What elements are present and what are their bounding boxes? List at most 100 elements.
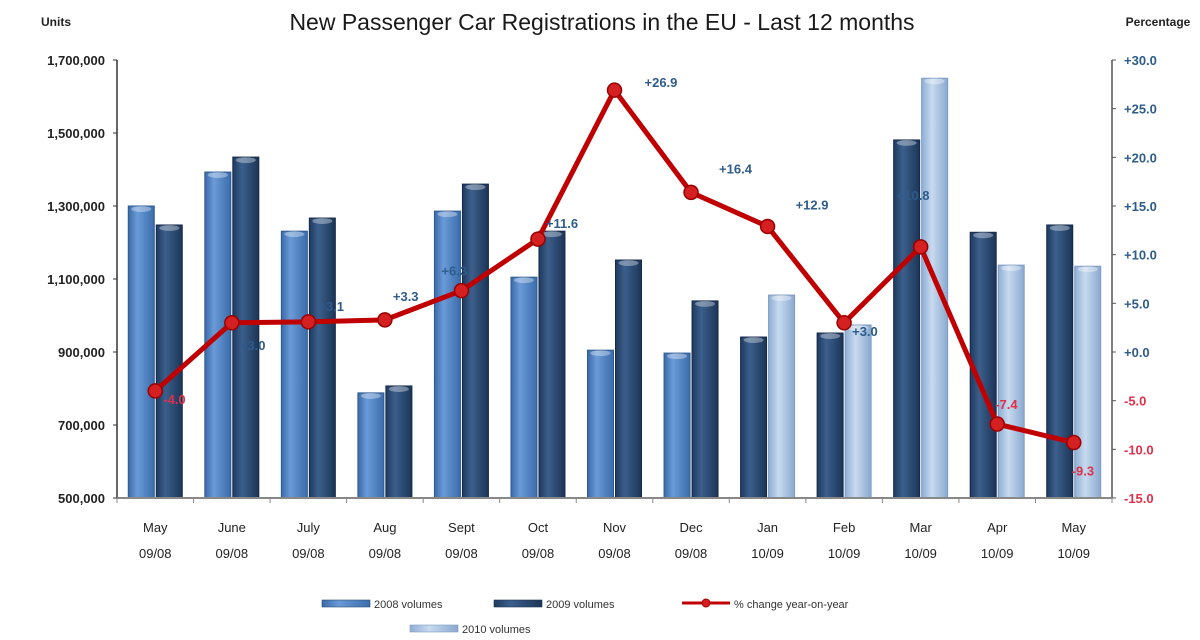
bar-2008-oct — [510, 276, 538, 499]
bar-2009-sept — [461, 183, 489, 499]
x-tick-month: Nov — [603, 520, 627, 535]
y-tick-label: 1,700,000 — [47, 53, 105, 68]
y-tick-label: 700,000 — [58, 418, 105, 433]
bar-2009-feb — [816, 332, 844, 499]
bar-2009-mar — [893, 139, 921, 499]
legend: 2008 volumes 2009 volumes % change year-… — [321, 598, 849, 636]
pct-change-point — [759, 218, 776, 235]
bar-cap — [465, 184, 486, 191]
bar-2009-dec — [691, 300, 719, 499]
bar-2009-may — [155, 224, 183, 499]
bar-cap — [695, 300, 716, 307]
bar-cap — [541, 231, 562, 238]
pct-change-label: +3.3 — [393, 289, 419, 304]
pct-change-line — [147, 82, 1082, 451]
x-tick-month: June — [218, 520, 246, 535]
x-tick-period: 09/08 — [216, 546, 249, 561]
bar-cap — [1001, 265, 1022, 272]
x-tick-period: 09/08 — [139, 546, 172, 561]
bar-cap — [388, 385, 409, 392]
y2-tick-label: +20.0 — [1124, 150, 1157, 165]
bar-cap — [618, 260, 639, 267]
pct-change-point — [530, 231, 546, 247]
y-tick-label: 1,500,000 — [47, 126, 105, 141]
bar-2008-aug — [357, 392, 385, 499]
x-tick-period: 10/09 — [1057, 546, 1090, 561]
x-tick-month: July — [297, 520, 321, 535]
x-tick-month: Feb — [833, 520, 855, 535]
bar-2008-may — [127, 205, 155, 499]
y2-tick-label: +0.0 — [1124, 345, 1150, 360]
y2-axis-title: Percentage — [1126, 15, 1191, 29]
x-tick-period: 09/08 — [522, 546, 555, 561]
bar-cap — [312, 218, 333, 225]
bar-cap — [743, 337, 764, 344]
bar-cap — [667, 353, 688, 360]
y2-tick-label: +30.0 — [1124, 53, 1157, 68]
data-labels: -4.0 +3.0 +3.1 +3.3 +6.3 +11.6 +26.9 +16.4 +12.9… — [163, 75, 1094, 478]
pct-change-label: -9.3 — [1072, 464, 1094, 479]
x-tick-period: 09/08 — [445, 546, 478, 561]
pct-change-point — [147, 383, 164, 399]
bar-2009-apr — [969, 231, 997, 499]
pct-change-point — [989, 416, 1005, 432]
y-axis-title: Units — [41, 15, 71, 29]
y2-tick-label: -15.0 — [1124, 491, 1154, 506]
bar-cap — [159, 224, 180, 231]
pct-change-point — [683, 184, 699, 201]
y2-tick-label: +10.0 — [1124, 248, 1157, 263]
y2-tick-label: +5.0 — [1124, 296, 1150, 311]
bar-2009-nov — [615, 259, 642, 499]
pct-change-label: +11.6 — [546, 216, 578, 231]
legend-swatch-2009 — [493, 599, 543, 608]
pct-change-point — [836, 315, 852, 331]
bar-cap — [896, 139, 917, 146]
x-tick-period: 10/09 — [828, 546, 861, 561]
pct-change-label: +3.1 — [318, 299, 344, 314]
x-tick-month: Dec — [679, 520, 703, 535]
bar-2010-mar — [921, 77, 949, 499]
bar-cap — [973, 232, 994, 239]
bar-2010-feb — [844, 324, 872, 499]
bar-2010-apr — [997, 264, 1025, 499]
pct-change-label: +26.9 — [645, 75, 678, 90]
bar-2009-oct — [538, 230, 566, 499]
legend-swatch-2008 — [321, 599, 371, 608]
bar-cap — [924, 78, 945, 85]
pct-change-label: +6.3 — [441, 264, 467, 279]
bar-2008-nov — [587, 349, 614, 499]
pct-change-label: -7.4 — [995, 397, 1018, 412]
pct-change-point — [224, 315, 240, 331]
pct-change-label: +12.9 — [796, 197, 829, 212]
pct-change-point — [377, 312, 393, 328]
y2-tick-label: +15.0 — [1124, 199, 1157, 214]
y2-tick-label: -10.0 — [1124, 442, 1154, 457]
bar-2008-july — [280, 230, 308, 499]
pct-change-point — [1065, 434, 1082, 451]
pct-change-point — [606, 82, 623, 98]
y-tick-label: 900,000 — [58, 345, 105, 360]
pct-change-label: -4.0 — [163, 392, 185, 407]
x-tick-period: 09/08 — [675, 546, 708, 561]
bar-2010-jan — [768, 294, 796, 499]
pct-change-label: +3.0 — [852, 324, 878, 339]
y2-axis: +30.0 +25.0 +20.0 +15.0 +10.0 +5.0 +0.0 -5.0 -10… — [1111, 53, 1157, 506]
pct-change-label: +10.8 — [897, 188, 930, 203]
y-tick-label: 1,100,000 — [47, 272, 105, 287]
legend-marker-pct — [701, 598, 711, 608]
bar-cap — [284, 231, 305, 238]
bar-2010-may — [1074, 265, 1102, 499]
bar-cap — [820, 333, 841, 340]
x-tick-period: 09/08 — [598, 546, 631, 561]
pct-change-label: +3.0 — [240, 338, 266, 353]
bar-2008-sept — [433, 210, 461, 499]
bar-cap — [590, 350, 611, 357]
bar-cap — [1049, 224, 1070, 231]
pct-change-label: +16.4 — [719, 161, 753, 176]
bar-cap — [235, 157, 256, 164]
bar-2008-dec — [663, 352, 691, 499]
x-axis: May 09/08 June 09/08 July 09/08 Aug 09/08 Sept 09… — [116, 497, 1113, 561]
y-axis: 1,700,000 1,500,000 1,300,000 1,100,000 900,… — [47, 53, 118, 506]
bar-cap — [207, 172, 228, 179]
